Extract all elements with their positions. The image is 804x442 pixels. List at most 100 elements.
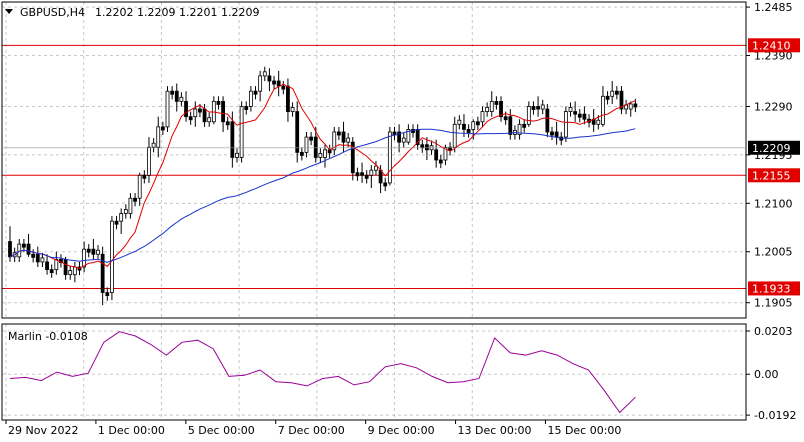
- candle-body: [633, 103, 638, 108]
- candle-body: [147, 146, 151, 176]
- candle-body: [156, 126, 161, 148]
- candle-body: [605, 95, 610, 100]
- indicator-tick-label: 0.0203: [754, 325, 793, 338]
- candle-body: [119, 213, 124, 222]
- candle-body: [299, 151, 304, 156]
- candle-body: [401, 137, 406, 143]
- candle-body: [499, 100, 503, 118]
- candle-body: [230, 121, 235, 158]
- candle-body: [165, 90, 170, 128]
- candle-body: [96, 249, 100, 255]
- candle-body: [216, 100, 221, 105]
- candle-body: [188, 116, 193, 121]
- candle-body: [100, 253, 105, 293]
- candle-body: [225, 121, 230, 126]
- candle-body: [239, 106, 244, 158]
- candle-body: [221, 100, 225, 123]
- indicator-grid: [2, 324, 746, 420]
- candle-body: [86, 248, 91, 253]
- candle-body: [582, 113, 587, 120]
- candle-body: [114, 220, 119, 225]
- candle-body: [40, 257, 45, 263]
- candle-body: [406, 129, 411, 143]
- candle-body: [276, 80, 281, 87]
- candle-body: [128, 197, 133, 214]
- candle-body: [554, 131, 559, 138]
- candle-body: [91, 248, 96, 255]
- candle-body: [438, 159, 443, 164]
- candle-body: [262, 71, 267, 77]
- candle-body: [545, 108, 550, 133]
- candle-body: [309, 136, 314, 141]
- support-resistance-levels: [2, 44, 746, 289]
- candle-body: [619, 90, 624, 110]
- candle-body: [540, 104, 545, 110]
- candle-body: [142, 174, 147, 179]
- time-tick-label: 1 Dec 00:00: [98, 424, 165, 437]
- dropdown-triangle-icon[interactable]: [5, 9, 13, 14]
- candle-body: [105, 292, 110, 296]
- candle-body: [281, 85, 286, 90]
- candle-body: [63, 258, 68, 276]
- indicator-pane-border: [1, 323, 747, 421]
- time-tick-label: 29 Nov 2022: [8, 424, 78, 437]
- candle-body: [596, 119, 601, 125]
- candle-body: [295, 111, 300, 153]
- time-tick-label: 7 Dec 00:00: [278, 424, 345, 437]
- marlin-indicator-line: [9, 331, 636, 414]
- time-tick-label: 9 Dec 00:00: [368, 424, 435, 437]
- candle-body: [160, 126, 165, 131]
- candle-body: [318, 152, 323, 158]
- candle-body: [304, 136, 309, 153]
- candle-body: [628, 103, 633, 110]
- indicator-label: Marlin -0.0108: [8, 330, 88, 343]
- time-tick-label: 13 Dec 00:00: [458, 424, 532, 437]
- price-tick-label: 1.1905: [754, 297, 793, 310]
- candle-body: [374, 165, 378, 171]
- candle-body: [397, 131, 402, 143]
- candle-body: [568, 107, 573, 112]
- candle-body: [198, 108, 202, 113]
- candle-body: [601, 95, 605, 125]
- candle-body: [207, 117, 212, 123]
- candle-body: [563, 111, 568, 138]
- candle-body: [346, 137, 351, 143]
- fast-moving-average-line: [9, 83, 636, 269]
- level-tag-label: 1.2410: [752, 39, 791, 52]
- candle-body: [573, 111, 578, 115]
- candle-body: [258, 75, 263, 92]
- candle-body: [286, 85, 290, 112]
- candle-body: [425, 144, 429, 151]
- candle-body: [123, 209, 128, 214]
- candle-body: [494, 100, 499, 105]
- candle-body: [522, 123, 527, 128]
- time-tick-label: 5 Dec 00:00: [188, 424, 255, 437]
- candle-body: [369, 169, 374, 176]
- candle-body: [8, 241, 12, 258]
- candle-body: [485, 107, 490, 112]
- candle-body: [457, 119, 462, 125]
- candle-body: [68, 270, 73, 276]
- indicator-axis: 0.0203 0.00 -0.0192: [746, 325, 796, 422]
- candle-body: [471, 121, 476, 130]
- candle-body: [360, 172, 364, 176]
- candle-body: [26, 243, 31, 255]
- candle-body: [536, 106, 540, 110]
- candle-body: [35, 253, 40, 263]
- level-tag-label: 1.2155: [752, 169, 791, 182]
- candle-body: [248, 90, 253, 107]
- price-axis: 1.24851.23901.22901.21951.21001.20051.19…: [746, 1, 793, 310]
- candle-body: [184, 100, 188, 118]
- candle-body: [475, 121, 480, 126]
- level-tag: [748, 281, 800, 296]
- level-tag-label: 1.1933: [752, 282, 791, 295]
- candle-body: [31, 253, 36, 258]
- candle-body: [174, 90, 179, 102]
- candle-body: [54, 258, 59, 270]
- candle-body: [202, 108, 207, 123]
- candle-body: [272, 80, 276, 85]
- candle-body: [531, 106, 536, 110]
- candle-body: [151, 142, 156, 148]
- candle-body: [179, 96, 184, 102]
